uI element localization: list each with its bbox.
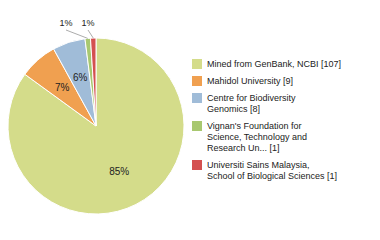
data-label: 7% xyxy=(55,82,70,93)
data-label: 1% xyxy=(59,18,72,28)
legend-label-line: Genomics [8] xyxy=(207,104,260,114)
pie-slice xyxy=(90,38,96,126)
legend-swatch xyxy=(192,93,202,103)
pie: 85% 7%6% 1% 1% xyxy=(8,18,184,214)
legend-swatch xyxy=(192,121,202,131)
legend-label-line: School of Biological Sciences [1] xyxy=(207,171,337,181)
legend: Mined from GenBank, NCBI [107] Mahidol Un… xyxy=(192,59,341,181)
legend-swatch xyxy=(192,76,202,86)
legend-label-line: Science, Technology and xyxy=(207,132,307,142)
legend-label: Mined from GenBank, NCBI [107] xyxy=(207,59,341,69)
legend-swatch xyxy=(192,59,202,69)
leader-line xyxy=(66,30,88,38)
legend-label-line: Vignan's Foundation for xyxy=(207,121,302,131)
legend-item: Centre for BiodiversityGenomics [8] xyxy=(192,93,296,114)
legend-label: Centre for BiodiversityGenomics [8] xyxy=(207,93,296,114)
legend-swatch xyxy=(192,160,202,170)
data-label: 1% xyxy=(81,18,94,28)
data-label: 85% xyxy=(109,166,129,177)
legend-label-line: Mined from GenBank, NCBI [107] xyxy=(207,59,341,69)
legend-label-line: Centre for Biodiversity xyxy=(207,93,296,103)
legend-item: Mahidol University [9] xyxy=(192,76,293,86)
data-label: 6% xyxy=(73,72,88,83)
leader-line xyxy=(88,30,93,38)
legend-label: Mahidol University [9] xyxy=(207,76,293,86)
legend-label: Vignan's Foundation forScience, Technolo… xyxy=(207,121,307,153)
legend-label-line: Universiti Sains Malaysia, xyxy=(207,160,310,170)
legend-item: Vignan's Foundation forScience, Technolo… xyxy=(192,121,307,153)
legend-label-line: Research Un... [1] xyxy=(207,143,280,153)
legend-label-line: Mahidol University [9] xyxy=(207,76,293,86)
legend-item: Mined from GenBank, NCBI [107] xyxy=(192,59,341,69)
chart: 85% 7%6% 1% 1% Mined from GenBank, NCBI [107… xyxy=(0,0,380,240)
pie-slice xyxy=(54,39,96,126)
legend-item: Universiti Sains Malaysia,School of Biol… xyxy=(192,160,337,181)
legend-label: Universiti Sains Malaysia,School of Biol… xyxy=(207,160,337,181)
pie-slice xyxy=(8,38,184,214)
